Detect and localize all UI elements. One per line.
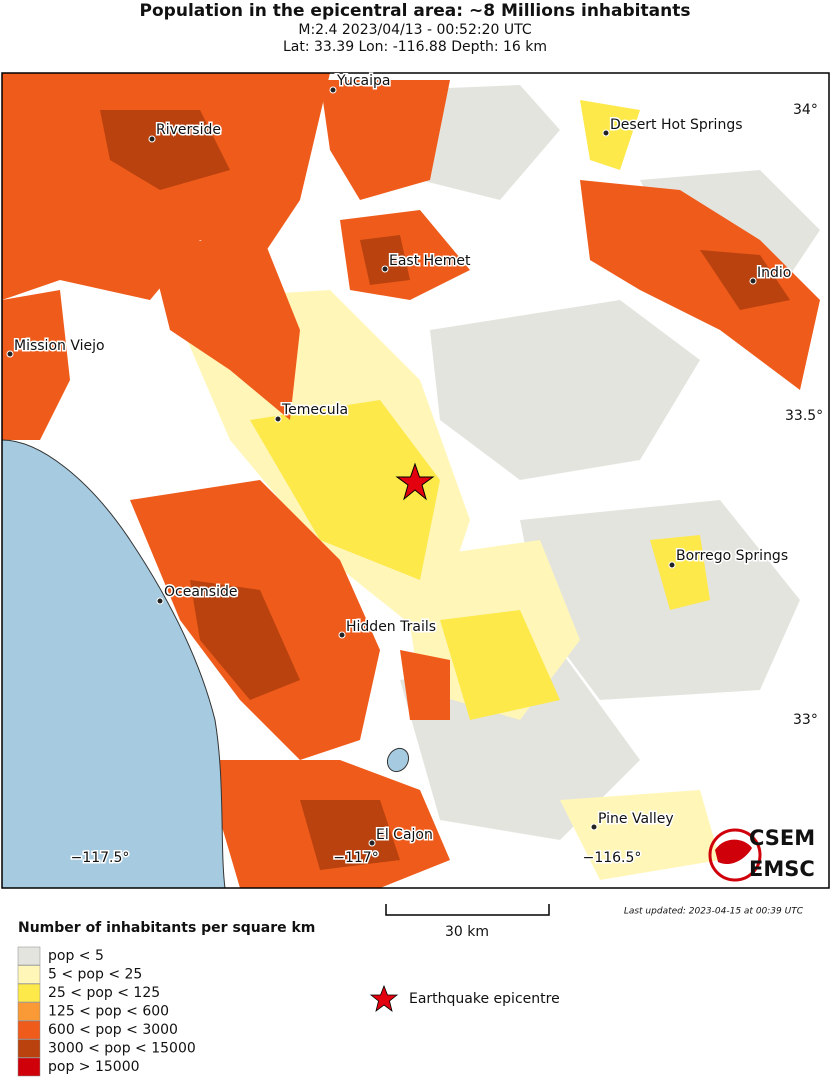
urban bbox=[2, 73, 820, 888]
location: Lat: 33.39 Lon: -116.88 Depth: 16 km bbox=[283, 39, 547, 55]
city-label: Mission Viejo bbox=[14, 338, 105, 354]
legend-label: 125 < pop < 600 bbox=[48, 1004, 169, 1020]
latitude-label: 34° bbox=[793, 102, 818, 118]
city-dot bbox=[148, 135, 156, 143]
city-dot bbox=[749, 277, 757, 285]
legend-swatch bbox=[17, 983, 41, 1003]
city-dot bbox=[368, 839, 376, 847]
legend-epicentre: Earthquake epicentre bbox=[409, 991, 560, 1007]
legend-swatch bbox=[17, 965, 41, 984]
city-dot bbox=[381, 265, 389, 273]
legend-label: 25 < pop < 125 bbox=[48, 985, 160, 1001]
legend-swatch bbox=[17, 1057, 41, 1077]
city-label: Yucaipa bbox=[336, 73, 390, 89]
city-label: Temecula bbox=[281, 402, 348, 418]
city-label: Riverside bbox=[156, 122, 221, 138]
city-dot bbox=[6, 350, 14, 358]
longitude-label: −117.5° bbox=[71, 850, 130, 866]
legend-label: pop < 5 bbox=[48, 948, 104, 964]
map: Yucaipa Riverside Desert Hot Springs East H… bbox=[1, 72, 830, 889]
legend-label: 600 < pop < 3000 bbox=[48, 1022, 178, 1038]
legend: pop < 5 5 < pop < 25 25 < pop < 125 125 < p… bbox=[17, 946, 196, 1077]
legend-label: 3000 < pop < 15000 bbox=[48, 1041, 196, 1057]
last-updated: Last updated: 2023-04-15 at 00:39 UTC bbox=[624, 907, 804, 917]
legend-title: Number of inhabitants per square km bbox=[18, 920, 315, 936]
legend-swatch bbox=[17, 946, 41, 966]
scale-bar bbox=[385, 904, 550, 916]
city-label: Pine Valley bbox=[598, 811, 674, 827]
subtitle: M:2.4 2023/04/13 - 00:52:20 UTC bbox=[298, 22, 531, 38]
city-dot bbox=[590, 823, 598, 831]
city-dot bbox=[602, 129, 610, 137]
logo-text: CSEM bbox=[749, 826, 815, 850]
city-label: Borrego Springs bbox=[676, 548, 788, 564]
epicentre bbox=[395, 462, 435, 501]
legend-swatch bbox=[17, 1020, 41, 1040]
city-dot bbox=[156, 597, 164, 605]
scale-label: 30 km bbox=[445, 924, 489, 940]
logo-text: EMSC bbox=[749, 857, 815, 881]
sea bbox=[2, 439, 226, 888]
city-dot bbox=[274, 415, 282, 423]
map-frame bbox=[1, 72, 830, 889]
city-label: Oceanside bbox=[164, 584, 237, 600]
city-label: Hidden Trails bbox=[346, 619, 436, 635]
lake bbox=[386, 747, 410, 773]
legend-label: pop > 15000 bbox=[48, 1059, 140, 1075]
longitude-label: −117° bbox=[333, 850, 378, 866]
mid bbox=[250, 100, 710, 720]
latitude-label: 33° bbox=[793, 712, 818, 728]
city-label: Desert Hot Springs bbox=[610, 117, 743, 133]
longitude-label: −116.5° bbox=[583, 850, 642, 866]
legend-swatch bbox=[17, 1002, 41, 1021]
city-dot bbox=[668, 561, 676, 569]
city-label: Indio bbox=[757, 265, 791, 281]
city-label: El Cajon bbox=[376, 827, 433, 843]
city-dot bbox=[329, 86, 337, 94]
city-layer: Yucaipa Riverside Desert Hot Springs East H… bbox=[6, 72, 793, 847]
logo: CSEM EMSC bbox=[708, 826, 815, 882]
legend-label: 5 < pop < 25 bbox=[48, 967, 142, 983]
latitude-label: 33.5° bbox=[785, 408, 823, 424]
dense bbox=[100, 110, 790, 870]
legend-swatch bbox=[17, 1039, 41, 1058]
legend-epicentre-icon bbox=[369, 984, 399, 1012]
city-dot bbox=[338, 631, 346, 639]
city-label: East Hemet bbox=[389, 253, 471, 269]
title: Population in the epicentral area: ~8 Mi… bbox=[140, 1, 691, 21]
